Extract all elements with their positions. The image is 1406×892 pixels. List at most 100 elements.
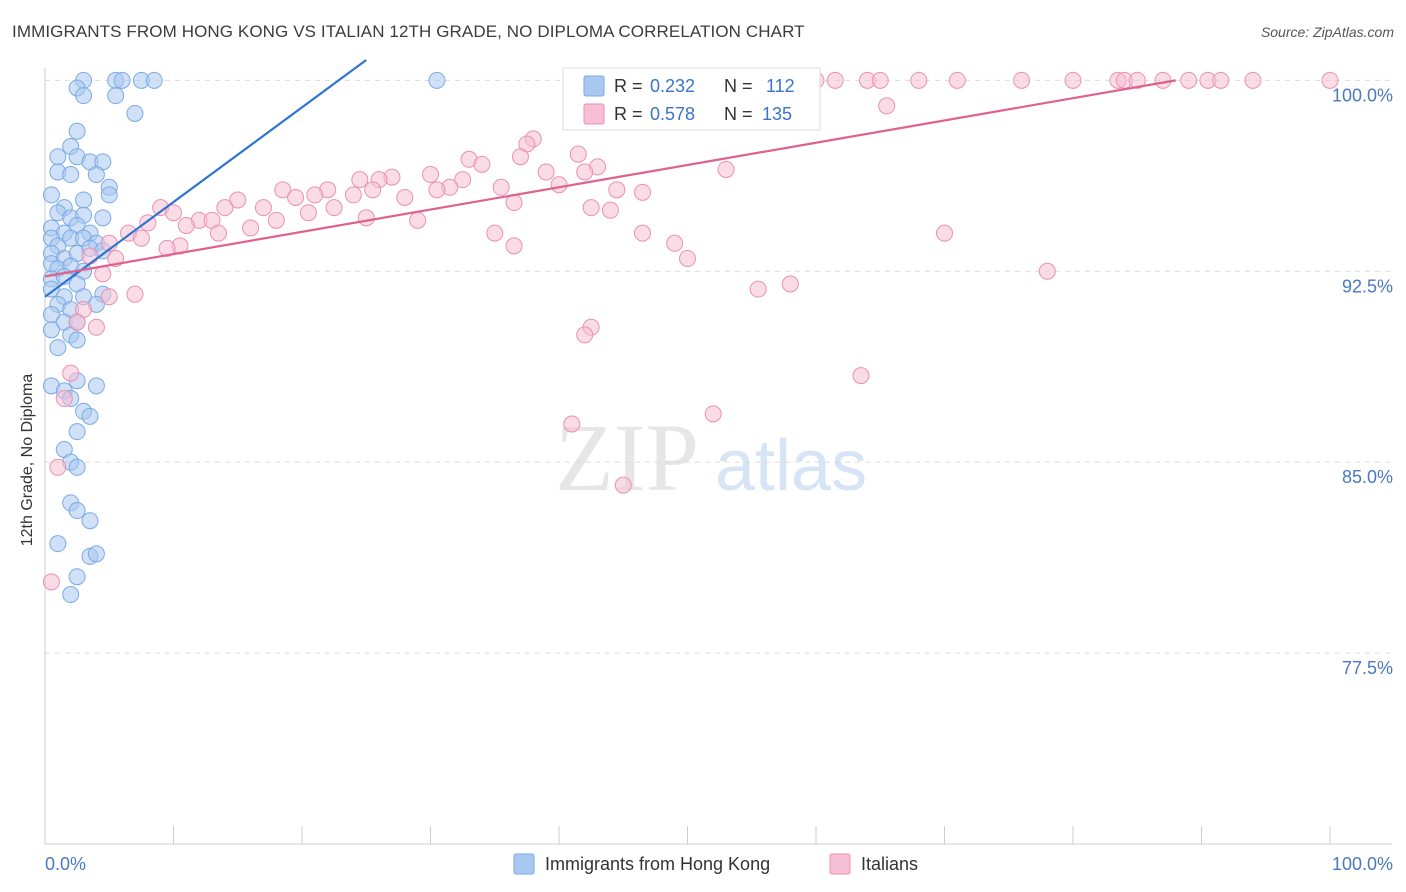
point-italians xyxy=(781,275,799,293)
point-italians xyxy=(306,186,324,204)
point-hongkong xyxy=(42,280,60,298)
y-tick-label: 85.0% xyxy=(1342,467,1393,487)
point-italians xyxy=(563,415,581,433)
legend-r-value-2: 0.578 xyxy=(650,104,695,124)
y-tick-label: 77.5% xyxy=(1342,658,1393,678)
legend-r-value-1: 0.232 xyxy=(650,76,695,96)
point-italians xyxy=(749,280,767,298)
point-italians xyxy=(576,163,594,181)
point-italians xyxy=(608,181,626,199)
legend-bottom-label-italians: Italians xyxy=(861,854,918,874)
point-hongkong xyxy=(75,191,93,209)
source-label: Source: ZipAtlas.com xyxy=(1260,24,1394,40)
watermark-atlas: atlas xyxy=(715,426,867,506)
point-italians xyxy=(704,405,722,423)
point-italians xyxy=(582,199,600,217)
point-italians xyxy=(910,71,928,89)
trend-layer xyxy=(44,59,1176,298)
point-hongkong xyxy=(42,321,60,339)
point-italians xyxy=(287,188,305,206)
legend-r-label-2: R = xyxy=(614,104,643,124)
point-hongkong xyxy=(49,148,67,166)
legend-bottom-swatch-hongkong xyxy=(513,853,535,875)
point-hongkong xyxy=(68,568,86,586)
point-italians xyxy=(299,204,317,222)
legend-bottom-label-hongkong: Immigrants from Hong Kong xyxy=(545,854,770,874)
point-hongkong xyxy=(42,186,60,204)
point-hongkong xyxy=(62,586,80,604)
point-italians xyxy=(209,224,227,242)
legend-bottom: Immigrants from Hong Kong Italians xyxy=(513,853,918,875)
point-italians xyxy=(357,209,375,227)
point-italians xyxy=(87,318,105,336)
point-hongkong xyxy=(113,71,131,89)
point-italians xyxy=(242,219,260,237)
point-hongkong xyxy=(49,339,67,357)
point-italians xyxy=(325,199,343,217)
point-italians xyxy=(1038,262,1056,280)
point-hongkong xyxy=(145,71,163,89)
point-hongkong xyxy=(100,186,118,204)
point-italians xyxy=(505,237,523,255)
point-italians xyxy=(68,313,86,331)
point-italians xyxy=(1154,71,1172,89)
point-hongkong xyxy=(94,209,112,227)
point-italians xyxy=(100,288,118,306)
point-hongkong xyxy=(68,122,86,140)
point-italians xyxy=(428,181,446,199)
point-italians xyxy=(274,181,292,199)
y-axis-label: 12th Grade, No Diploma xyxy=(19,374,36,547)
point-italians xyxy=(550,176,568,194)
point-italians xyxy=(409,211,427,229)
points-layer xyxy=(42,71,1339,604)
point-italians xyxy=(132,229,150,247)
point-italians xyxy=(486,224,504,242)
point-italians xyxy=(576,326,594,344)
trend-line-italians xyxy=(44,79,1176,278)
point-italians xyxy=(454,171,472,189)
y-tick-label: 92.5% xyxy=(1342,276,1393,296)
point-italians xyxy=(878,97,896,115)
point-hongkong xyxy=(81,407,99,425)
point-italians xyxy=(267,211,285,229)
point-hongkong xyxy=(49,535,67,553)
legend-swatch-italians xyxy=(583,103,605,125)
point-italians xyxy=(679,250,696,268)
point-italians xyxy=(254,199,272,217)
legend-swatch-hongkong xyxy=(583,75,605,97)
trend-line-hongkong xyxy=(44,59,367,298)
point-italians xyxy=(569,145,587,163)
point-italians xyxy=(351,171,369,189)
point-italians xyxy=(81,247,99,265)
axis-layer: 100.0% 92.5% 85.0% 77.5% 0.0% 100.0% xyxy=(44,68,1393,874)
point-hongkong xyxy=(68,502,86,520)
point-italians xyxy=(601,201,619,219)
point-italians xyxy=(158,239,176,257)
point-italians xyxy=(666,234,684,252)
point-hongkong xyxy=(68,458,86,476)
legend-top: R = 0.232 N = 112 R = 0.578 N = 135 xyxy=(562,67,821,131)
point-hongkong xyxy=(81,512,99,530)
point-hongkong xyxy=(87,166,105,184)
point-italians xyxy=(364,181,382,199)
point-hongkong xyxy=(87,545,105,563)
point-italians xyxy=(49,458,67,476)
point-italians xyxy=(936,224,953,242)
point-italians xyxy=(62,364,80,382)
point-italians xyxy=(852,367,870,385)
legend-n-value-1: 112 xyxy=(766,76,795,96)
point-italians xyxy=(165,204,182,222)
point-hongkong xyxy=(62,166,80,184)
point-italians xyxy=(948,71,966,89)
chart-title: IMMIGRANTS FROM HONG KONG VS ITALIAN 12T… xyxy=(12,22,805,41)
point-italians xyxy=(1180,71,1198,89)
legend-n-label-2: N = xyxy=(724,104,753,124)
point-italians xyxy=(1064,71,1082,89)
point-italians xyxy=(634,224,652,242)
point-italians xyxy=(826,71,844,89)
point-italians xyxy=(871,71,889,89)
point-italians xyxy=(1244,71,1262,89)
point-italians xyxy=(1212,71,1230,89)
point-hongkong xyxy=(126,104,144,122)
point-italians xyxy=(229,191,247,209)
